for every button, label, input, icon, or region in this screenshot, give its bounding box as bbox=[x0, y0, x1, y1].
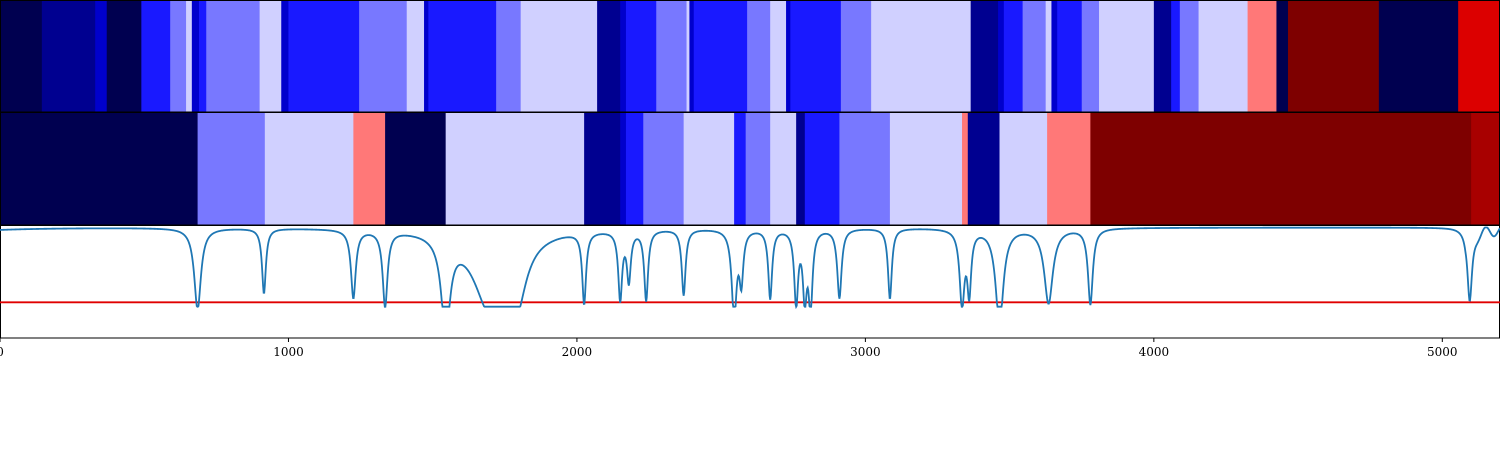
heatmap-cell bbox=[206, 1, 261, 112]
heatmap-cell bbox=[259, 1, 282, 112]
heatmap-cell bbox=[520, 1, 598, 112]
heatmap-cell bbox=[1051, 1, 1058, 112]
heatmap-cell bbox=[625, 113, 644, 225]
heatmap-cell bbox=[656, 1, 688, 112]
x-tick-label: 5000 bbox=[1427, 345, 1458, 359]
heatmap-cell bbox=[840, 1, 872, 112]
heatmap-cell bbox=[0, 1, 43, 112]
heatmap-cell bbox=[804, 113, 841, 225]
heatmap-cell bbox=[683, 113, 735, 225]
heatmap-cell bbox=[796, 113, 806, 225]
heatmap-cell bbox=[745, 113, 771, 225]
heatmap-cell bbox=[385, 113, 447, 225]
heatmap-cell bbox=[1081, 1, 1100, 112]
heatmap-cell bbox=[620, 113, 627, 225]
heatmap-cell bbox=[1171, 1, 1181, 112]
heatmap-cell bbox=[197, 113, 266, 225]
heatmap-cell bbox=[597, 1, 621, 112]
heatmap-cell bbox=[264, 113, 354, 225]
heatmap-cell bbox=[428, 1, 497, 112]
heatmap-cell bbox=[1276, 1, 1289, 112]
heatmap-cell bbox=[747, 1, 771, 112]
heatmap-cell bbox=[1179, 1, 1200, 112]
heatmap-cell bbox=[686, 1, 691, 112]
heatmap-cell bbox=[786, 1, 791, 112]
line-plot-panel bbox=[0, 225, 1500, 339]
heatmap-cell bbox=[967, 113, 1001, 225]
heatmap-cell bbox=[353, 113, 386, 225]
series-line bbox=[0, 226, 1500, 310]
x-tick-label: 0 bbox=[0, 345, 4, 359]
heatmap-cell bbox=[1378, 1, 1459, 112]
heatmap-cell bbox=[625, 1, 657, 112]
heatmap-row-bottom bbox=[0, 113, 1500, 225]
heatmap-cell bbox=[406, 1, 425, 112]
x-tick-label: 2000 bbox=[562, 345, 593, 359]
heatmap-cell bbox=[1471, 113, 1500, 225]
heatmap-cell bbox=[170, 1, 187, 112]
heatmap-cell bbox=[281, 1, 290, 112]
heatmap-cell bbox=[770, 113, 797, 225]
heatmap-cell bbox=[1287, 1, 1380, 112]
heatmap-cell bbox=[0, 113, 199, 225]
heatmap-cell bbox=[1022, 1, 1047, 112]
heatmap-cell bbox=[734, 113, 747, 225]
x-tick-label: 3000 bbox=[850, 345, 881, 359]
heatmap-cell bbox=[106, 1, 142, 112]
heatmap-cell bbox=[186, 1, 193, 112]
heatmap-cell bbox=[998, 1, 1005, 112]
heatmap-cell bbox=[1003, 1, 1024, 112]
x-tick-label: 1000 bbox=[273, 345, 304, 359]
heatmap-cell bbox=[359, 1, 408, 112]
heatmap-cell bbox=[643, 113, 685, 225]
heatmap-cell bbox=[790, 1, 842, 112]
heatmap-cell bbox=[95, 1, 108, 112]
heatmap-cell bbox=[1099, 1, 1155, 112]
x-axis: 0 1000 2000 3000 4000 5000 bbox=[0, 338, 1458, 359]
heatmap-cell bbox=[584, 113, 621, 225]
heatmap-cell bbox=[620, 1, 627, 112]
heatmap-cell bbox=[1057, 1, 1083, 112]
heatmap-cell bbox=[199, 1, 207, 112]
heatmap-cell bbox=[839, 113, 891, 225]
heatmap-cell bbox=[1247, 1, 1278, 112]
heatmap-cell bbox=[999, 113, 1048, 225]
heatmap-cell bbox=[141, 1, 171, 112]
heatmap-cell bbox=[1458, 1, 1500, 112]
heatmap-cell bbox=[689, 1, 695, 112]
heatmap-cell bbox=[962, 113, 969, 225]
x-tick-label: 4000 bbox=[1139, 345, 1170, 359]
heatmap-cell bbox=[445, 113, 585, 225]
heatmap-cell bbox=[288, 1, 360, 112]
heatmap-cell bbox=[1047, 113, 1091, 225]
heatmap-cell bbox=[1045, 1, 1053, 112]
heatmap-cell bbox=[1153, 1, 1172, 112]
heatmap-cell bbox=[496, 1, 522, 112]
heatmap-cell bbox=[191, 1, 200, 112]
heatmap-cell bbox=[889, 113, 963, 225]
heatmap-cell bbox=[770, 1, 787, 112]
heatmap-cell bbox=[424, 1, 429, 112]
heatmap-cell bbox=[693, 1, 748, 112]
heatmap-cell bbox=[41, 1, 96, 112]
heatmap-cell bbox=[970, 1, 999, 112]
line-plot-frame bbox=[0, 225, 1500, 339]
heatmap-cell bbox=[1090, 113, 1472, 225]
heatmap-cell bbox=[871, 1, 972, 112]
heatmap-cell bbox=[1198, 1, 1249, 112]
heatmap-row-top bbox=[0, 1, 1500, 112]
